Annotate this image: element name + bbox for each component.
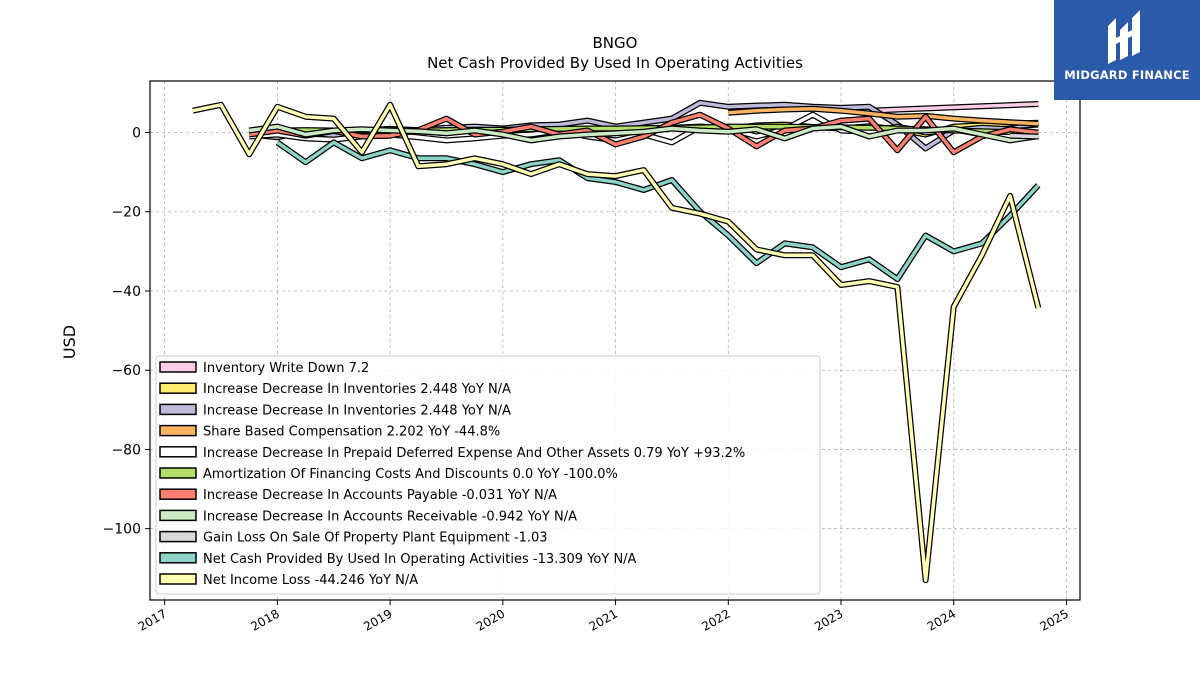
series-outline [275, 139, 1041, 283]
x-tick-label: 2022 [699, 606, 732, 633]
legend-swatch [159, 446, 197, 458]
x-tick-label: 2023 [812, 606, 845, 633]
series-line [1010, 133, 1039, 139]
y-tick-label: 0 [132, 126, 141, 142]
legend-swatch [159, 403, 197, 416]
series-10 [192, 101, 1042, 584]
legend: Inventory Write Down 7.2 Increase Decreas… [155, 355, 821, 595]
x-tick-label: 2018 [248, 606, 281, 633]
legend-label: Gain Loss On Sale Of Property Plant Equi… [203, 531, 548, 546]
chart-title: BNGO [593, 34, 638, 52]
legend-label: Net Cash Provided By Used In Operating A… [203, 552, 637, 567]
x-tick-label: 2020 [474, 606, 507, 633]
legend-swatch [159, 488, 197, 500]
series-lines [192, 99, 1042, 584]
legend-swatch [159, 361, 197, 373]
series-line [248, 112, 1039, 155]
legend-label: Increase Decrease In Prepaid Deferred Ex… [203, 446, 745, 461]
logo-text: MIDGARD FINANCE [1064, 68, 1190, 82]
y-axis-ticks: 0 −20 −40 −60 −80 −100 [103, 126, 150, 538]
chart-subtitle: Net Cash Provided By Used In Operating A… [427, 54, 803, 72]
series-3 [728, 105, 1039, 127]
midgard-finance-logo: MIDGARD FINANCE [1054, 0, 1200, 100]
legend-label: Amortization Of Financing Costs And Disc… [203, 467, 618, 482]
legend-swatch [159, 382, 197, 394]
legend-box [155, 355, 821, 595]
legend-label: Increase Decrease In Inventories 2.448 Y… [203, 403, 511, 418]
series-line [869, 102, 1039, 113]
y-tick-label: −100 [103, 522, 141, 538]
y-tick-label: −40 [111, 284, 141, 300]
x-tick-label: 2019 [361, 606, 394, 633]
series-7 [248, 123, 1039, 144]
legend-swatch [159, 467, 197, 479]
y-axis-label: USD [60, 325, 79, 359]
series-9 [275, 139, 1041, 283]
legend-swatch [159, 552, 197, 564]
legend-swatch [159, 424, 197, 437]
legend-label: Net Income Loss -44.246 YoY N/A [203, 573, 418, 588]
x-tick-label: 2024 [925, 606, 958, 633]
midgard-logo-icon [1108, 10, 1140, 64]
legend-label: Inventory Write Down 7.2 [203, 361, 369, 376]
legend-label: Increase Decrease In Inventories 2.448 Y… [203, 382, 511, 397]
x-tick-label: 2025 [1038, 606, 1071, 633]
legend-label: Share Based Compensation 2.202 YoY -44.8… [203, 425, 500, 440]
x-axis-ticks: 2017 2018 2019 2020 2021 2022 2023 2024 2025 [136, 600, 1071, 634]
series-6 [248, 111, 1039, 156]
series-line [276, 140, 1040, 281]
legend-label: Increase Decrease In Accounts Payable -0… [203, 488, 557, 503]
series-8 [1010, 132, 1039, 140]
legend-label: Increase Decrease In Accounts Receivable… [203, 509, 577, 524]
x-tick-label: 2017 [136, 606, 169, 633]
y-tick-label: −60 [111, 363, 141, 379]
series-line [728, 106, 1039, 126]
series-0 [869, 101, 1039, 114]
legend-swatch [159, 530, 197, 543]
axes-frame [149, 80, 1081, 601]
series-line [248, 124, 1039, 143]
y-tick-label: −20 [111, 205, 141, 221]
legend-swatch [159, 573, 197, 585]
legend-swatch [159, 509, 197, 522]
x-tick-label: 2021 [587, 606, 620, 633]
series-line [192, 103, 1040, 582]
y-tick-label: −80 [111, 442, 141, 458]
